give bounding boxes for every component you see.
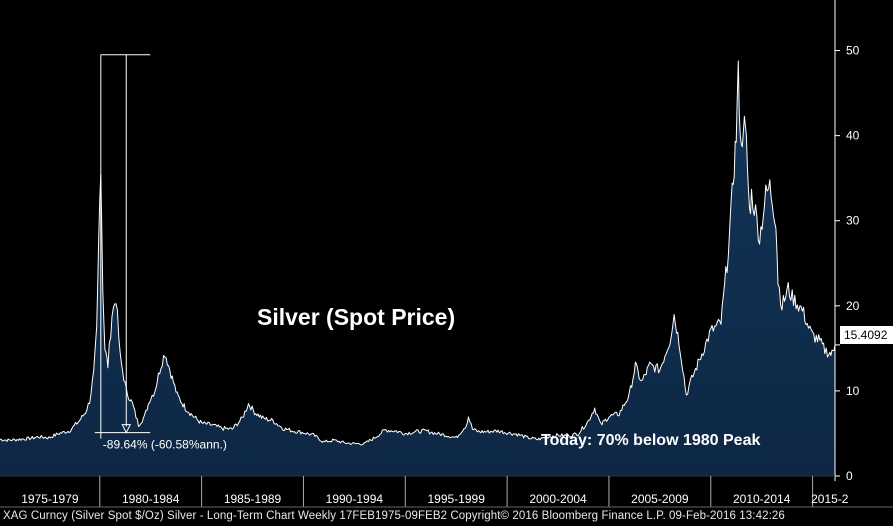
- x-tick-label: 2000-2004: [529, 492, 587, 506]
- x-tick-label: 1975-1979: [21, 492, 79, 506]
- last-value-badge: 15.4092: [840, 326, 893, 344]
- x-tick-label: 1990-1994: [326, 492, 384, 506]
- y-tick-label: 30: [846, 214, 860, 228]
- chart-title: Silver (Spot Price): [257, 304, 456, 330]
- y-tick-label: 50: [846, 44, 860, 58]
- y-tick-label: 10: [846, 384, 860, 398]
- y-tick-label: 40: [846, 129, 860, 143]
- x-tick-label: 1980-1984: [122, 492, 180, 506]
- x-tick-label: 2010-2014: [733, 492, 791, 506]
- drawdown-label: -89.64% (-60.58%ann.): [103, 438, 227, 452]
- price-line: [0, 60, 836, 446]
- x-tick-label: 2005-2009: [631, 492, 689, 506]
- drawdown-arrow-head: [121, 424, 132, 434]
- x-tick-label: 1985-1989: [224, 492, 282, 506]
- x-tick-label: 2015-2: [811, 492, 849, 506]
- chart-footer: XAG Curncy (Silver Spot $/Oz) Silver - L…: [3, 510, 785, 522]
- today-annotation: Today: 70% below 1980 Peak: [541, 432, 761, 449]
- price-area: [0, 61, 835, 476]
- x-tick-label: 1995-1999: [427, 492, 485, 506]
- y-tick-label: 0: [846, 469, 853, 483]
- y-tick-label: 20: [846, 299, 860, 313]
